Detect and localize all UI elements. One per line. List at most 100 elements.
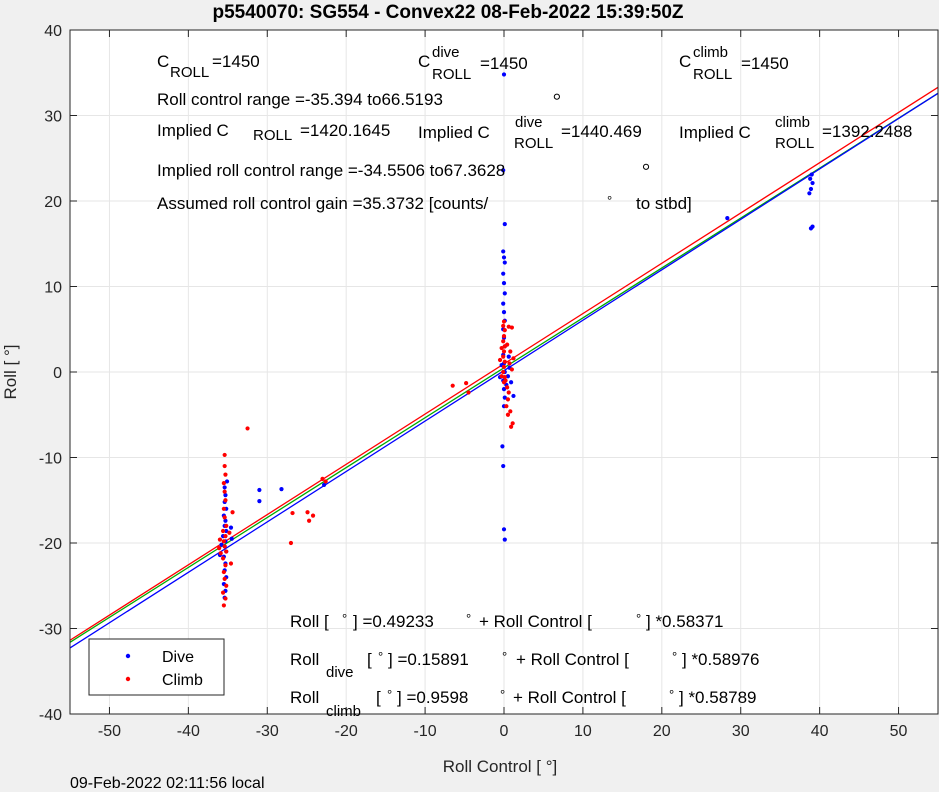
c-climb-value: =1450 [741,54,789,73]
c-roll-symbol: C [157,52,169,71]
climb-point [227,530,232,535]
implied-c-climb-label: Implied C [679,123,751,142]
x-tick-label: -50 [98,723,121,740]
climb-point [218,551,223,556]
climb-point [290,510,295,516]
climb-point [222,576,227,582]
climb-point [506,390,511,395]
dive-point [807,191,812,196]
fit-climb-slope: ] *0.58789 [679,688,757,707]
implied-c-climb-value: =1392.2488 [822,122,912,141]
climb-point [222,489,227,494]
climb-point [221,506,226,511]
local-timestamp: 09-Feb-2022 02:11:56 local [70,775,265,792]
y-tick-label: -10 [39,451,62,468]
fit-climb-deg2: ° [500,687,505,702]
climb-point [502,328,507,333]
climb-point [224,549,229,554]
fit-climb-control: + Roll Control [ [513,688,626,707]
climb-point [224,583,229,588]
fit-dive-deg1: ° [378,649,383,664]
implied-c-climb-subscript: ROLL [775,135,814,152]
climb-point [323,479,328,484]
climb-point [504,404,509,409]
climb-point [222,463,227,469]
axis-ticks: -50 -40 -30 -20 -10 0 10 20 30 40 50 -40 -30 -20 -10 0 1… [39,23,938,740]
implied-c-subscript: ROLL [253,127,292,144]
implied-c-value: =1420.1645 [300,121,390,140]
climb-point [228,561,234,566]
fit-dive-control: + Roll Control [ [516,650,629,669]
c-dive-superscript: dive [432,44,460,61]
climb-point [222,452,227,458]
chart-title: p5540070: SG554 - Convex22 08-Feb-2022 1… [212,2,683,23]
dive-point [501,271,506,276]
x-axis-label: Roll Control [ °] [443,757,558,776]
x-tick-label: 20 [653,723,671,740]
y-tick-label: 30 [44,109,62,126]
fit-dive-bracket: [ [367,650,372,669]
dive-point [500,444,505,449]
c-climb-superscript: climb [693,44,728,61]
c-climb-subscript: ROLL [693,66,732,83]
dive-point [501,463,506,469]
dive-point [501,255,507,260]
assumed-gain: Assumed roll control gain =35.3732 [coun… [157,194,489,213]
climb-point [509,325,514,330]
annotations: C ROLL =1450 C dive ROLL =1450 C climb R… [157,44,912,720]
implied-roll-control-range: Implied roll control range =-34.5506 to6… [157,161,505,180]
y-tick-label: -40 [39,707,62,724]
x-tick-label: 50 [890,723,908,740]
y-tick-label: 0 [53,365,62,382]
fit-dive-intercept: ] =0.15891 [388,650,469,669]
x-tick-label: 0 [500,723,509,740]
fit-all-roll: Roll [ [290,612,329,631]
x-tick-label: -10 [414,723,437,740]
climb-point [306,518,312,523]
fit-all-deg1: ° [342,611,347,626]
y-tick-label: -20 [39,536,62,553]
y-tick-label: 10 [44,280,62,297]
fit-dive-roll: Roll [290,650,319,669]
c-roll-value: =1450 [212,52,260,71]
climb-point [221,539,226,544]
annotation-degree-marker [642,163,650,170]
dive-point [502,395,507,400]
implied-c-dive-superscript: dive [515,114,543,131]
implied-c-label: Implied C [157,121,229,140]
climb-point [502,359,507,364]
climb-point [501,323,506,328]
climb-point [501,333,507,339]
dive-point [501,310,507,315]
fit-climb-deg1: ° [387,687,392,702]
y-tick-label: 20 [44,194,62,211]
climb-point [501,319,507,324]
climb-point [223,534,228,539]
fit-all-intercept: ] =0.49233 [353,612,434,631]
legend-climb-marker [125,676,131,682]
gain-degree-symbol: ° [607,193,612,208]
dive-point [223,493,228,498]
dive-point [501,168,506,173]
climb-point [245,426,250,431]
legend-box [88,638,225,696]
climb-point [509,367,514,372]
climb-point [220,528,226,534]
legend-dive-marker [125,653,131,659]
fit-dive-deg2: ° [502,649,507,664]
dive-point [501,249,506,254]
climb-point [501,354,506,359]
implied-c-dive-label: Implied C [418,123,490,142]
dive-point [219,542,224,547]
dive-point [279,487,284,492]
dive-point [506,354,511,359]
dive-point [321,482,327,487]
dive-point [808,186,814,192]
c-climb-symbol: C [679,52,691,71]
dive-point [808,176,813,181]
dive-point [501,72,507,77]
c-dive-value: =1450 [480,54,528,73]
climb-point [310,513,316,518]
c-dive-subscript: ROLL [432,66,471,83]
